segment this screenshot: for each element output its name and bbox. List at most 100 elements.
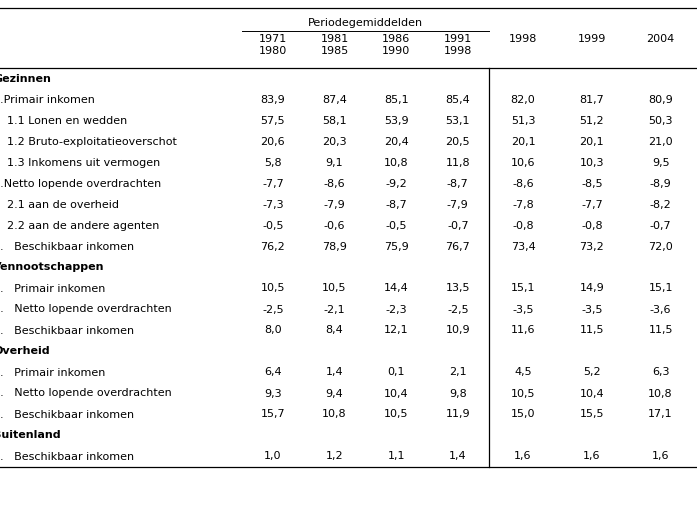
- Text: 3.   Beschikbaar inkomen: 3. Beschikbaar inkomen: [0, 410, 134, 419]
- Text: 1.   Primair inkomen: 1. Primair inkomen: [0, 367, 105, 378]
- Text: 6,3: 6,3: [652, 367, 669, 378]
- Text: 57,5: 57,5: [261, 116, 285, 126]
- Text: 2.   Netto lopende overdrachten: 2. Netto lopende overdrachten: [0, 304, 171, 315]
- Text: -7,7: -7,7: [262, 179, 284, 188]
- Text: 1971
1980: 1971 1980: [259, 34, 287, 56]
- Text: 0,1: 0,1: [388, 367, 405, 378]
- Text: 85,4: 85,4: [445, 95, 470, 104]
- Text: -8,2: -8,2: [650, 200, 671, 210]
- Text: 9,5: 9,5: [652, 157, 669, 167]
- Text: 10,9: 10,9: [445, 325, 470, 335]
- Text: -3,5: -3,5: [512, 304, 534, 315]
- Text: 21,0: 21,0: [648, 136, 673, 147]
- Text: 10,3: 10,3: [580, 157, 604, 167]
- Text: -7,8: -7,8: [512, 200, 534, 210]
- Text: 2.Netto lopende overdrachten: 2.Netto lopende overdrachten: [0, 179, 161, 188]
- Text: 5,8: 5,8: [264, 157, 282, 167]
- Text: 75,9: 75,9: [384, 241, 408, 251]
- Text: 1,0: 1,0: [264, 451, 282, 462]
- Text: 2.   Netto lopende overdrachten: 2. Netto lopende overdrachten: [0, 388, 171, 399]
- Text: 14,9: 14,9: [579, 284, 604, 294]
- Text: 20,1: 20,1: [579, 136, 604, 147]
- Text: Vennootschappen: Vennootschappen: [0, 263, 105, 272]
- Text: 9,4: 9,4: [325, 388, 344, 399]
- Text: 11,9: 11,9: [445, 410, 470, 419]
- Text: 15,1: 15,1: [511, 284, 535, 294]
- Text: -8,5: -8,5: [581, 179, 603, 188]
- Text: 1,6: 1,6: [583, 451, 601, 462]
- Text: 8,0: 8,0: [264, 325, 282, 335]
- Text: 1,1: 1,1: [388, 451, 405, 462]
- Text: 12,1: 12,1: [384, 325, 408, 335]
- Text: 20,4: 20,4: [384, 136, 408, 147]
- Text: 2.1 aan de overheid: 2.1 aan de overheid: [0, 200, 119, 210]
- Text: -2,5: -2,5: [447, 304, 468, 315]
- Text: 4,5: 4,5: [514, 367, 532, 378]
- Text: 10,4: 10,4: [384, 388, 408, 399]
- Text: 10,5: 10,5: [511, 388, 535, 399]
- Text: Gezinnen: Gezinnen: [0, 73, 51, 83]
- Text: 15,1: 15,1: [648, 284, 673, 294]
- Text: -8,7: -8,7: [385, 200, 407, 210]
- Text: 1,2: 1,2: [325, 451, 344, 462]
- Text: -0,8: -0,8: [512, 220, 534, 231]
- Text: 51,2: 51,2: [579, 116, 604, 126]
- Text: 1986
1990: 1986 1990: [382, 34, 411, 56]
- Text: 1.   Beschikbaar inkomen: 1. Beschikbaar inkomen: [0, 451, 134, 462]
- Text: 83,9: 83,9: [261, 95, 285, 104]
- Text: -8,6: -8,6: [323, 179, 345, 188]
- Text: 8,4: 8,4: [325, 325, 344, 335]
- Text: 1998: 1998: [509, 34, 537, 44]
- Text: -2,3: -2,3: [385, 304, 407, 315]
- Text: -8,9: -8,9: [650, 179, 671, 188]
- Text: 76,2: 76,2: [261, 241, 285, 251]
- Text: 80,9: 80,9: [648, 95, 673, 104]
- Text: Overheid: Overheid: [0, 347, 49, 356]
- Text: -0,5: -0,5: [385, 220, 407, 231]
- Text: -0,5: -0,5: [262, 220, 284, 231]
- Text: 72,0: 72,0: [648, 241, 673, 251]
- Text: -8,6: -8,6: [512, 179, 534, 188]
- Text: 15,7: 15,7: [261, 410, 285, 419]
- Text: 20,5: 20,5: [445, 136, 470, 147]
- Text: 20,1: 20,1: [511, 136, 535, 147]
- Text: 53,9: 53,9: [384, 116, 408, 126]
- Text: 53,1: 53,1: [445, 116, 470, 126]
- Text: 11,8: 11,8: [445, 157, 470, 167]
- Text: 3.   Beschikbaar inkomen: 3. Beschikbaar inkomen: [0, 325, 134, 335]
- Text: 5,2: 5,2: [583, 367, 601, 378]
- Text: 1.   Primair inkomen: 1. Primair inkomen: [0, 284, 105, 294]
- Text: 11,5: 11,5: [580, 325, 604, 335]
- Text: 1,4: 1,4: [449, 451, 466, 462]
- Text: 85,1: 85,1: [384, 95, 408, 104]
- Text: 51,3: 51,3: [511, 116, 535, 126]
- Text: 1981
1985: 1981 1985: [321, 34, 348, 56]
- Text: -9,2: -9,2: [385, 179, 407, 188]
- Text: 11,6: 11,6: [511, 325, 535, 335]
- Text: -7,9: -7,9: [323, 200, 346, 210]
- Text: 13,5: 13,5: [445, 284, 470, 294]
- Text: -7,7: -7,7: [581, 200, 603, 210]
- Text: -2,5: -2,5: [262, 304, 284, 315]
- Text: 2.2 aan de andere agenten: 2.2 aan de andere agenten: [0, 220, 160, 231]
- Text: 9,1: 9,1: [325, 157, 344, 167]
- Text: 1991
1998: 1991 1998: [443, 34, 472, 56]
- Text: 9,3: 9,3: [264, 388, 282, 399]
- Text: 10,8: 10,8: [384, 157, 408, 167]
- Text: 10,8: 10,8: [648, 388, 673, 399]
- Text: 14,4: 14,4: [384, 284, 408, 294]
- Text: 10,4: 10,4: [579, 388, 604, 399]
- Text: -7,9: -7,9: [447, 200, 468, 210]
- Text: 15,0: 15,0: [511, 410, 535, 419]
- Text: 1,4: 1,4: [325, 367, 344, 378]
- Text: -0,7: -0,7: [447, 220, 468, 231]
- Text: 1.3 Inkomens uit vermogen: 1.3 Inkomens uit vermogen: [0, 157, 160, 167]
- Text: 15,5: 15,5: [580, 410, 604, 419]
- Text: 1999: 1999: [578, 34, 606, 44]
- Text: 1.2 Bruto-exploitatieoverschot: 1.2 Bruto-exploitatieoverschot: [0, 136, 177, 147]
- Text: -0,6: -0,6: [323, 220, 345, 231]
- Text: 50,3: 50,3: [648, 116, 673, 126]
- Text: 3.   Beschikbaar inkomen: 3. Beschikbaar inkomen: [0, 241, 134, 251]
- Text: 73,4: 73,4: [511, 241, 535, 251]
- Text: 1,6: 1,6: [652, 451, 669, 462]
